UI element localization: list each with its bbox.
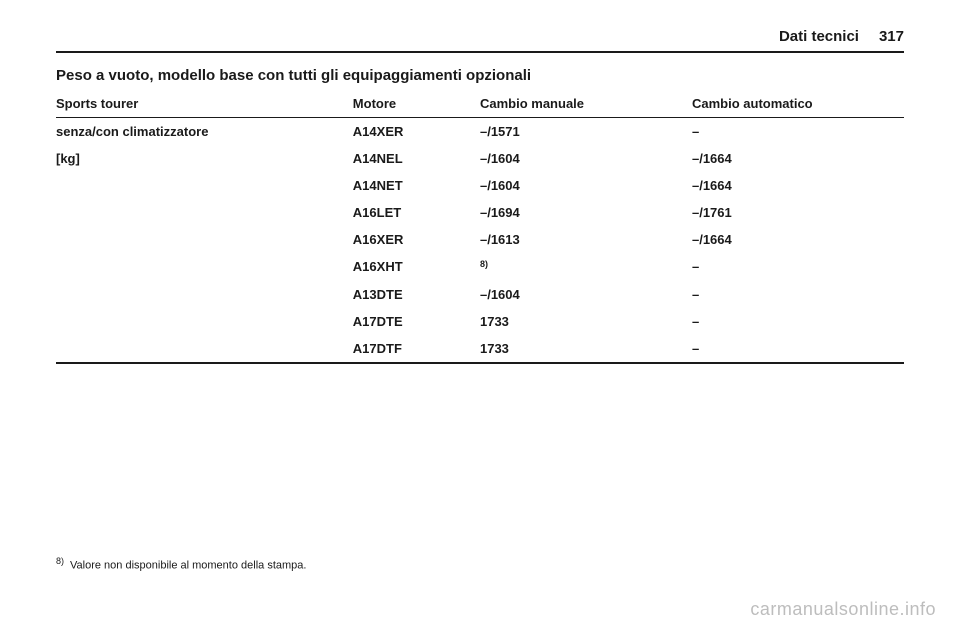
cell-manual: 1733 — [480, 335, 692, 363]
cell-engine: A16XHT — [353, 253, 480, 281]
footnote-text: Valore non disponibile al momento della … — [70, 560, 306, 572]
cell-manual: 1733 — [480, 308, 692, 335]
footnote-ref: 8) — [480, 259, 488, 269]
footnote-marker: 8) — [56, 556, 64, 566]
row-label-cell: senza/con climatizzatore — [56, 118, 353, 146]
table-header-row: Sports tourer Motore Cambio manuale Camb… — [56, 92, 904, 118]
cell-engine: A16LET — [353, 199, 480, 226]
cell-manual: 8) — [480, 253, 692, 281]
table-row: senza/con climatizzatore A14XER –/1571 – — [56, 118, 904, 146]
table-row: A14NET –/1604 –/1664 — [56, 172, 904, 199]
cell-auto: – — [692, 281, 904, 308]
cell-engine: A16XER — [353, 226, 480, 253]
cell-engine: A17DTE — [353, 308, 480, 335]
page-container: Dati tecnici 317 Peso a vuoto, modello b… — [0, 0, 960, 364]
cell-manual: –/1613 — [480, 226, 692, 253]
cell-manual: –/1571 — [480, 118, 692, 146]
spec-table: Sports tourer Motore Cambio manuale Camb… — [56, 92, 904, 364]
cell-auto: – — [692, 118, 904, 146]
row-label-cell: [kg] — [56, 145, 353, 172]
cell-auto: –/1664 — [692, 145, 904, 172]
col-header: Cambio manuale — [480, 92, 692, 118]
cell-manual: –/1694 — [480, 199, 692, 226]
cell-engine: A14NET — [353, 172, 480, 199]
watermark: carmanualsonline.info — [750, 599, 936, 620]
rowlabel-line2: [kg] — [56, 151, 353, 166]
cell-manual: –/1604 — [480, 172, 692, 199]
empty-cell — [56, 335, 353, 363]
table-body: senza/con climatizzatore A14XER –/1571 –… — [56, 118, 904, 364]
col-header: Sports tourer — [56, 92, 353, 118]
table-row: A16XHT 8) – — [56, 253, 904, 281]
table-title: Peso a vuoto, modello base con tutti gli… — [56, 67, 904, 84]
table-row: A17DTE 1733 – — [56, 308, 904, 335]
page-number: 317 — [879, 28, 904, 45]
table-row: A13DTE –/1604 – — [56, 281, 904, 308]
cell-auto: –/1761 — [692, 199, 904, 226]
cell-auto: –/1664 — [692, 226, 904, 253]
empty-cell — [56, 281, 353, 308]
section-label: Dati tecnici — [779, 28, 859, 45]
col-header: Cambio automatico — [692, 92, 904, 118]
table-row: A16LET –/1694 –/1761 — [56, 199, 904, 226]
table-row: [kg] A14NEL –/1604 –/1664 — [56, 145, 904, 172]
page-header: Dati tecnici 317 — [56, 28, 904, 51]
footnote: 8) Valore non disponibile al momento dell… — [56, 556, 306, 572]
header-rule — [56, 51, 904, 53]
cell-engine: A13DTE — [353, 281, 480, 308]
cell-auto: – — [692, 335, 904, 363]
empty-cell — [56, 308, 353, 335]
empty-cell — [56, 172, 353, 199]
empty-cell — [56, 226, 353, 253]
cell-auto: – — [692, 253, 904, 281]
rowlabel-line1: senza/con climatizzatore — [56, 124, 353, 139]
empty-cell — [56, 253, 353, 281]
empty-cell — [56, 199, 353, 226]
cell-auto: – — [692, 308, 904, 335]
cell-engine: A17DTF — [353, 335, 480, 363]
col-header: Motore — [353, 92, 480, 118]
cell-engine: A14NEL — [353, 145, 480, 172]
cell-manual: –/1604 — [480, 281, 692, 308]
table-row: A17DTF 1733 – — [56, 335, 904, 363]
table-row: A16XER –/1613 –/1664 — [56, 226, 904, 253]
cell-engine: A14XER — [353, 118, 480, 146]
cell-manual: –/1604 — [480, 145, 692, 172]
cell-auto: –/1664 — [692, 172, 904, 199]
